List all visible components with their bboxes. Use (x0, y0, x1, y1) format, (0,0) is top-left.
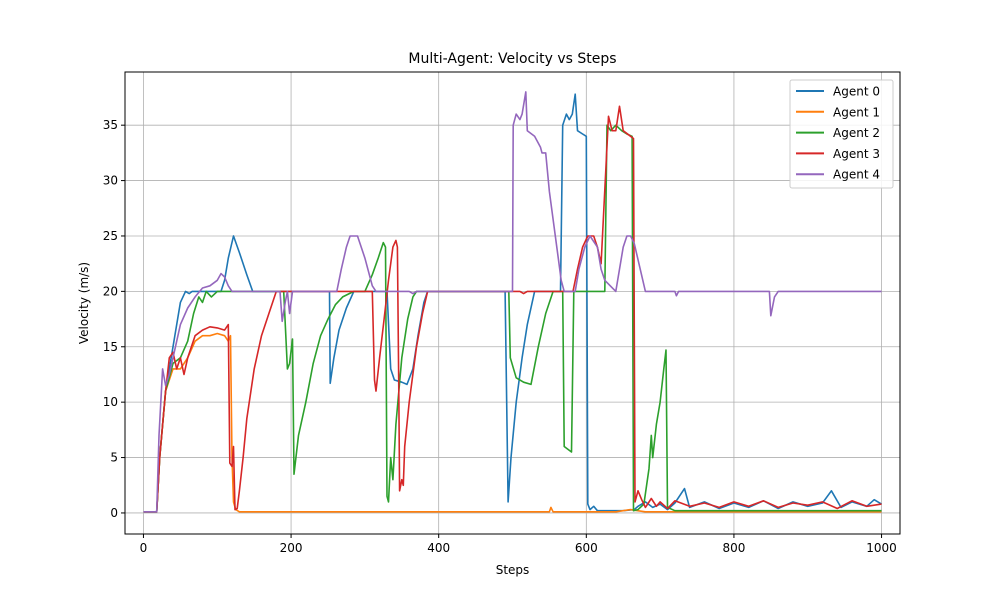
tick-layer: 0 200 400 600 800 1000 0 5 10 15 20 25 30 35 (103, 118, 897, 555)
y-axis-label: Velocity (m/s) (77, 262, 91, 344)
series-line-agent-3 (143, 105, 882, 513)
y-tick-label: 20 (103, 284, 118, 298)
y-tick-label: 15 (103, 340, 118, 354)
y-tick-label: 5 (110, 451, 118, 465)
legend-label-agent-0: Agent 0 (833, 85, 880, 99)
x-axis-label: Steps (496, 563, 530, 577)
x-tick-label: 800 (722, 541, 745, 555)
y-tick-label: 0 (110, 506, 118, 520)
plot-frame (124, 71, 901, 535)
x-tick-label: 0 (140, 541, 148, 555)
x-tick-label: 200 (280, 541, 303, 555)
x-tick-label: 1000 (866, 541, 897, 555)
legend-label-agent-3: Agent 3 (833, 147, 880, 161)
series-layer (143, 91, 882, 513)
legend-label-agent-2: Agent 2 (833, 126, 880, 140)
legend: Agent 0 Agent 1 Agent 2 Agent 3 Agent 4 (789, 79, 894, 189)
x-tick-label: 400 (427, 541, 450, 555)
legend-label-agent-4: Agent 4 (833, 168, 880, 182)
y-tick-label: 30 (103, 174, 118, 188)
y-tick-label: 35 (103, 118, 118, 132)
y-tick-label: 10 (103, 395, 118, 409)
series-line-agent-4 (143, 91, 882, 513)
legend-box (789, 79, 894, 189)
x-tick-label: 600 (575, 541, 598, 555)
chart-title: Multi-Agent: Velocity vs Steps (408, 51, 616, 67)
y-tick-label: 25 (103, 229, 118, 243)
legend-label-agent-1: Agent 1 (833, 105, 880, 119)
